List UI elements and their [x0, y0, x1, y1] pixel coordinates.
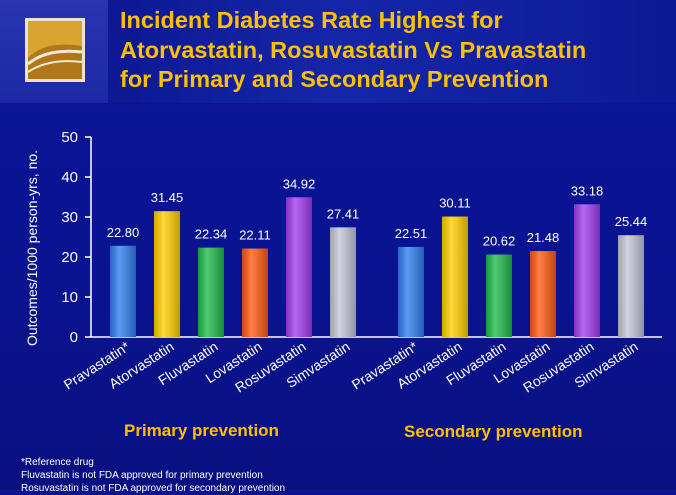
y-tick-label: 50 [61, 129, 78, 146]
bar-shading [442, 216, 468, 337]
y-axis-label: Outcomes/1000 person-yrs, no. [24, 150, 40, 346]
value-label: 33.18 [571, 183, 604, 198]
y-axis: 0 10 20 30 40 50 [61, 129, 92, 346]
slide-title: Incident Diabetes Rate Highest for Atorv… [120, 6, 670, 95]
value-label: 30.11 [439, 196, 471, 211]
bar-shading [486, 254, 512, 337]
y-tick-label: 20 [61, 249, 78, 266]
bar-shading [530, 251, 556, 337]
group-label-secondary: Secondary prevention [404, 422, 583, 441]
bar-shading [330, 227, 356, 337]
value-label: 21.48 [527, 230, 560, 245]
title-line-1: Incident Diabetes Rate Highest for [120, 7, 503, 33]
bar-shading [110, 245, 136, 337]
bar-shading [154, 211, 180, 337]
title-line-2: Atorvastatin, Rosuvastatin Vs Pravastati… [120, 36, 587, 63]
value-labels: 22.80 31.45 22.34 22.11 34.92 27.41 22.51 30.11… [107, 176, 648, 248]
bar-shading [242, 248, 268, 337]
bar-shading [286, 197, 312, 337]
y-tick-label: 40 [61, 169, 78, 186]
y-tick-label: 30 [61, 209, 78, 226]
value-label: 22.80 [107, 225, 140, 240]
value-label: 22.51 [395, 226, 428, 241]
footnote-2: Fluvastatin is not FDA approved for prim… [21, 470, 263, 481]
bar-shading [398, 246, 424, 337]
value-label: 22.34 [195, 227, 228, 242]
category-labels: Pravastatin*AtorvastatinFluvastatinLovas… [61, 338, 641, 396]
value-label: 25.44 [615, 214, 648, 229]
value-label: 34.92 [283, 176, 316, 191]
group-label-primary: Primary prevention [124, 421, 279, 440]
y-tick-label: 0 [70, 329, 78, 346]
bar-shading [574, 204, 600, 337]
bar-shading [618, 235, 644, 337]
logo-icon [25, 18, 85, 82]
y-tick-label: 10 [61, 289, 78, 306]
footnote-3: Rosuvastatin is not FDA approved for sec… [21, 483, 286, 494]
bar-shading [198, 247, 224, 337]
footnotes: *Reference drug Fluvastatin is not FDA a… [21, 456, 285, 495]
header-band [0, 0, 676, 103]
title-line-3: for Primary and Secondary Prevention [120, 66, 549, 92]
value-label: 31.45 [151, 190, 184, 205]
value-label: 22.11 [239, 228, 271, 243]
value-label: 20.62 [483, 234, 516, 249]
bars [110, 197, 644, 337]
value-label: 27.41 [327, 206, 360, 221]
footnote-1: *Reference drug [21, 457, 94, 468]
